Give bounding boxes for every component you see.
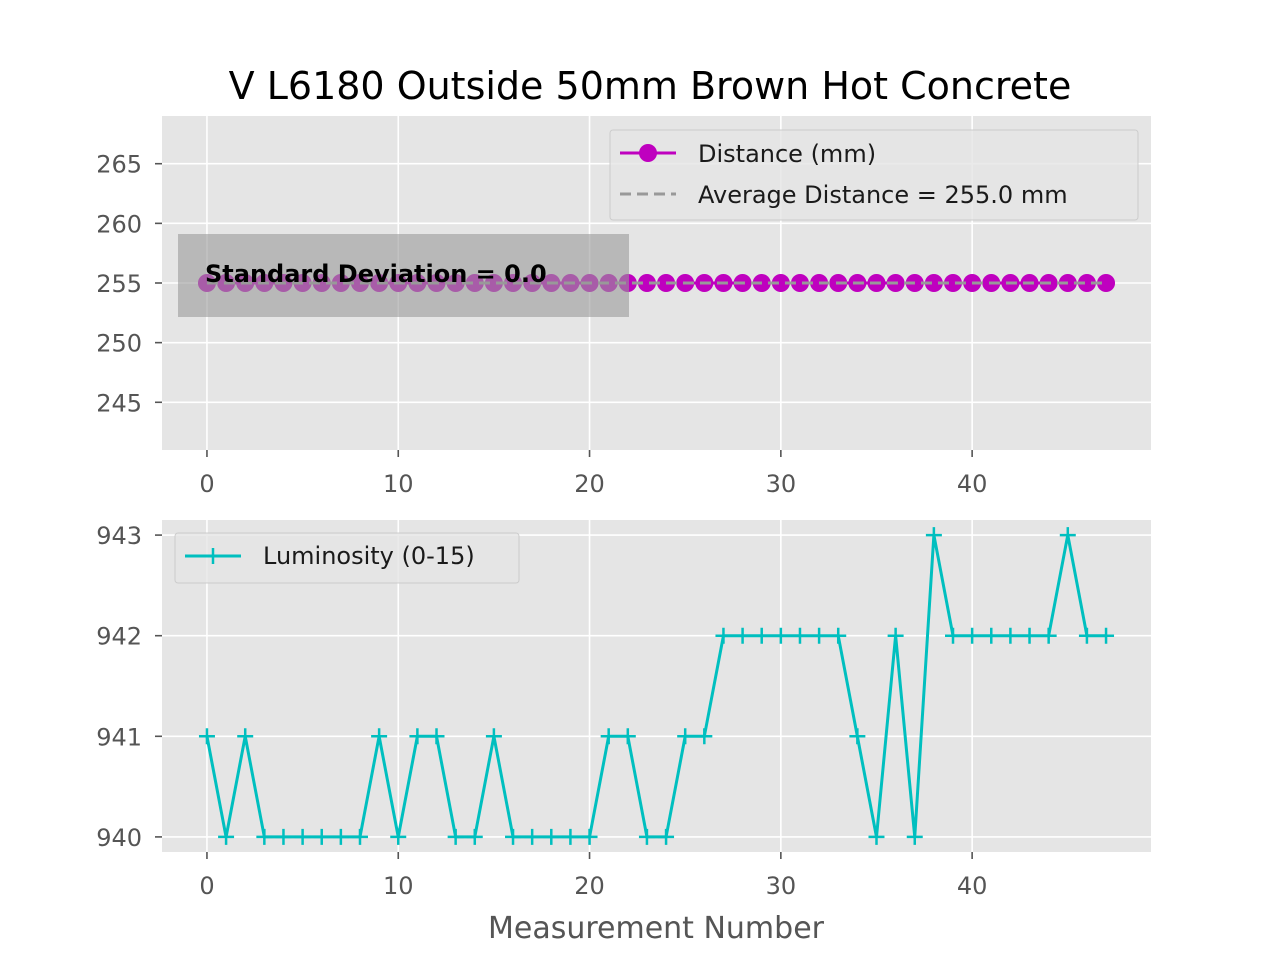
y-tick-label: 255 <box>96 270 142 298</box>
legend-label-distance: Distance (mm) <box>698 140 876 168</box>
data-point <box>677 728 694 745</box>
data-point <box>218 828 235 845</box>
chart-title: V L6180 Outside 50mm Brown Hot Concrete <box>229 64 1072 108</box>
annotation-text: Standard Deviation = 0.0 <box>205 260 547 288</box>
data-point <box>294 828 311 845</box>
data-point <box>753 627 770 644</box>
data-point <box>1021 627 1038 644</box>
data-point <box>945 627 962 644</box>
data-point <box>581 828 598 845</box>
data-point <box>924 274 943 292</box>
data-point <box>638 828 655 845</box>
data-point <box>447 828 464 845</box>
data-point <box>1040 627 1057 644</box>
y-tick-label: 943 <box>96 522 142 550</box>
data-point <box>198 728 215 745</box>
data-point <box>811 627 828 644</box>
data-point <box>734 627 751 644</box>
data-point <box>868 828 885 845</box>
legend-frame <box>609 129 1139 221</box>
x-tick-label: 30 <box>766 872 797 900</box>
x-tick-label: 10 <box>383 470 414 498</box>
data-point <box>658 828 675 845</box>
data-point <box>696 728 713 745</box>
data-point <box>371 728 388 745</box>
data-point <box>428 728 445 745</box>
y-tick-label: 940 <box>96 824 142 852</box>
y-tick-label: 260 <box>96 210 142 238</box>
data-point <box>485 728 502 745</box>
x-tick-label: 20 <box>574 872 605 900</box>
x-tick-label: 40 <box>957 470 988 498</box>
data-point <box>1078 627 1095 644</box>
data-point <box>600 728 617 745</box>
y-tick-label: 245 <box>96 389 142 417</box>
data-point <box>715 627 732 644</box>
distance-plot: 0 10 20 30 40 245 250 255 260 265 Standard Deviat… <box>96 116 1151 498</box>
data-point <box>543 828 560 845</box>
data-point <box>964 627 981 644</box>
y-tick-label: 942 <box>96 623 142 651</box>
legend-label-luminosity: Luminosity (0-15) <box>263 542 475 570</box>
axis-ticks: 0 10 20 30 40 940 941 942 943 <box>96 522 987 900</box>
data-point <box>1098 627 1115 644</box>
legend-marker-luminosity <box>205 548 221 564</box>
data-point <box>313 828 330 845</box>
data-point <box>906 828 923 845</box>
y-tick-label: 250 <box>96 330 142 358</box>
data-point <box>275 828 292 845</box>
data-point <box>983 627 1000 644</box>
data-point <box>637 274 656 292</box>
data-point <box>562 828 579 845</box>
legend: Distance (mm) Average Distance = 255.0 m… <box>609 129 1139 221</box>
data-point <box>1059 527 1076 544</box>
data-point <box>237 728 254 745</box>
data-point <box>1097 274 1116 292</box>
data-point <box>619 728 636 745</box>
annotation-box <box>178 234 629 317</box>
x-tick-label: 40 <box>957 872 988 900</box>
data-point <box>524 828 541 845</box>
legend-marker-distance <box>639 144 657 162</box>
data-point <box>466 828 483 845</box>
data-point <box>351 828 368 845</box>
legend-frame <box>174 532 520 584</box>
data-point <box>791 627 808 644</box>
x-tick-label: 20 <box>574 470 605 498</box>
data-point <box>790 274 809 292</box>
data-point <box>332 828 349 845</box>
data-point <box>925 527 942 544</box>
x-tick-label: 10 <box>383 872 414 900</box>
data-point <box>1002 627 1019 644</box>
x-tick-label: 0 <box>199 470 214 498</box>
data-point <box>849 728 866 745</box>
series-layer <box>198 527 1115 845</box>
data-point <box>390 828 407 845</box>
data-point <box>409 728 426 745</box>
x-axis-label: Measurement Number <box>488 911 825 946</box>
x-tick-label: 0 <box>199 872 214 900</box>
data-point <box>830 627 847 644</box>
axis-ticks: 0 10 20 30 40 245 250 255 260 265 <box>96 151 987 498</box>
legend-label-average: Average Distance = 255.0 mm <box>698 181 1068 209</box>
y-tick-label: 941 <box>96 723 142 751</box>
data-point <box>505 828 522 845</box>
data-point <box>887 627 904 644</box>
data-point <box>772 627 789 644</box>
data-point <box>944 274 963 292</box>
data-point <box>771 274 790 292</box>
y-tick-label: 265 <box>96 151 142 179</box>
x-tick-label: 30 <box>766 470 797 498</box>
data-point <box>256 828 273 845</box>
data-point <box>1077 274 1096 292</box>
std-annotation: Standard Deviation = 0.0 <box>178 234 629 317</box>
legend: Luminosity (0-15) <box>174 532 520 584</box>
